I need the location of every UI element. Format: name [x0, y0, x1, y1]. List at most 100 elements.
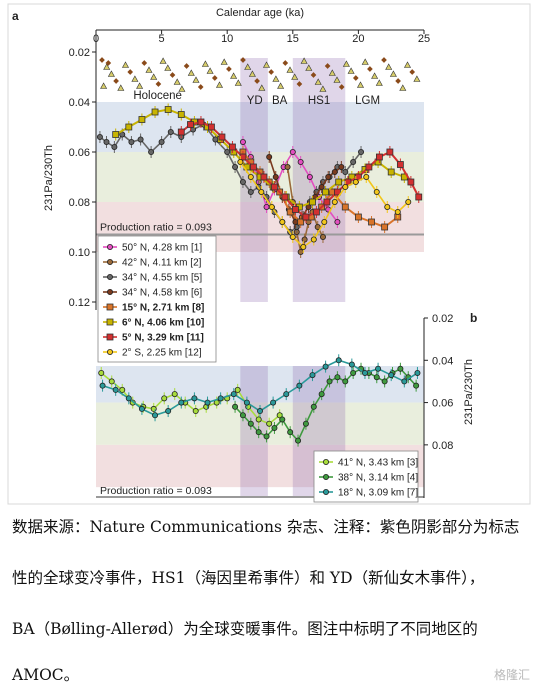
panel-b-point — [401, 378, 408, 385]
age-triangle — [117, 84, 125, 91]
panel-b-point — [283, 391, 290, 398]
panel-a-point — [381, 223, 389, 231]
panel-a-label: a — [12, 9, 19, 23]
panel-a-point — [250, 163, 257, 171]
panel-a-legend-label: 34° N, 4.58 km [6] — [122, 288, 202, 299]
age-triangle — [385, 63, 393, 70]
panel-a-point — [365, 163, 373, 171]
panel-a-point — [342, 168, 349, 175]
panel-a-point — [177, 111, 185, 118]
age-triangle — [173, 78, 181, 85]
panel-a-point — [323, 198, 331, 206]
panel-b-point — [335, 357, 342, 364]
panel-a-point — [229, 143, 236, 151]
panel-a-point — [239, 138, 246, 145]
event-label-lgm: LGM — [355, 95, 380, 107]
panel-a-legend-swatch — [107, 258, 114, 265]
panel-a-point — [103, 138, 110, 145]
panel-a-point — [322, 188, 330, 196]
event-label-holocene: Holocene — [133, 90, 182, 102]
age-triangle — [371, 72, 379, 79]
panel-a-legend-swatch — [107, 273, 114, 280]
panel-a-point — [335, 178, 343, 186]
panel-a-point — [268, 203, 275, 210]
age-triangle — [314, 78, 322, 85]
panel-a-axes: 0 5 10 15 20 25 0.02 0.04 0.06 0.08 0.10 0.12 — [69, 29, 430, 310]
panel-a-series-6 — [177, 116, 423, 223]
age-triangle — [286, 66, 294, 73]
panel-a-point — [138, 116, 146, 123]
age-diamond — [395, 78, 401, 84]
panel-b-point — [263, 433, 270, 440]
panel-a-point — [263, 203, 270, 210]
panel-a-legend-label: 34° N, 4.55 km [5] — [122, 273, 202, 284]
panel-b-point — [243, 399, 250, 406]
panel-a-legend-label: 2° S, 2.25 km [12] — [122, 348, 202, 359]
panel-b-point — [171, 391, 178, 398]
panel-a-legend-box — [97, 235, 217, 363]
age-diamond — [127, 69, 134, 75]
panel-a-point — [363, 173, 370, 180]
panel-a-point — [151, 108, 159, 116]
panel-a-legend-label: 5° N, 3.29 km [11] — [122, 333, 204, 344]
panel-b-point — [350, 369, 357, 376]
caption-line-1: 数据来源：Nature Communications 杂志、注释：紫色阴影部分为… — [12, 518, 520, 536]
age-triangle — [272, 75, 280, 82]
panel-a-point — [297, 218, 305, 226]
age-diamond — [254, 78, 260, 84]
y-tick-label-b: 0.04 — [432, 355, 453, 367]
panel-b-point — [322, 363, 329, 370]
panel-b-point — [334, 374, 341, 381]
panel-b-point — [375, 365, 382, 372]
panel-a-point — [375, 153, 383, 161]
panel-b-legend-label: 41° N, 3.43 km [3] — [338, 458, 418, 469]
age-triangle — [413, 75, 421, 82]
age-triangle — [201, 60, 209, 67]
age-triangle — [100, 82, 108, 89]
panel-a-point — [164, 106, 172, 113]
age-diamond — [155, 81, 162, 87]
panel-a-point — [306, 173, 313, 180]
panel-a-point — [352, 178, 359, 185]
y-tick-label-b: 0.08 — [432, 440, 453, 452]
x-axis-title: Calendar age (ka) — [216, 7, 304, 19]
y-tick-label: 0.02 — [69, 47, 90, 59]
age-triangle — [215, 81, 224, 88]
panel-b-point — [342, 378, 349, 385]
panel-a-point — [297, 248, 304, 255]
age-triangle — [347, 67, 355, 74]
panel-a-legend-swatch — [107, 348, 114, 355]
panel-a-legend-swatch — [106, 303, 114, 311]
panel-a-point — [128, 138, 135, 145]
panel-a-point — [218, 133, 226, 141]
panel-a-event-labels: Holocene YD BA HS1 LGM — [133, 90, 380, 107]
panel-a-point — [334, 218, 341, 225]
panel-b-point — [138, 405, 145, 412]
panel-b-point — [108, 378, 115, 385]
age-triangle — [107, 70, 115, 77]
age-diamond — [409, 69, 416, 75]
age-triangle — [262, 61, 271, 68]
panel-a-point — [407, 178, 415, 186]
panel-a-point — [350, 158, 357, 165]
panel-b-point — [191, 395, 198, 402]
panel-a-point — [239, 178, 246, 185]
age-triangle — [328, 69, 336, 76]
panel-a-point — [301, 236, 308, 243]
panel-a-point — [289, 233, 296, 240]
age-triangle — [145, 66, 153, 73]
y-tick-label: 0.04 — [69, 97, 90, 109]
age-triangle — [389, 70, 397, 77]
age-triangle — [375, 79, 383, 86]
panel-a-legend-swatch — [106, 333, 114, 341]
age-triangle — [319, 85, 327, 92]
panel-a-legend: 50° N, 4.28 km [1] 42° N, 4.11 km [2] 34° … — [97, 235, 217, 363]
panel-b-point — [256, 408, 263, 415]
caption-line-4: AMOC。 — [12, 666, 80, 684]
panel-b-point — [204, 399, 211, 406]
figure: Production ratio = 0.093 Production rati… — [7, 3, 531, 505]
panel-a-point — [314, 223, 321, 230]
panel-a-point — [279, 218, 286, 225]
panel-a-point — [208, 123, 215, 131]
panel-b-point — [247, 420, 254, 427]
